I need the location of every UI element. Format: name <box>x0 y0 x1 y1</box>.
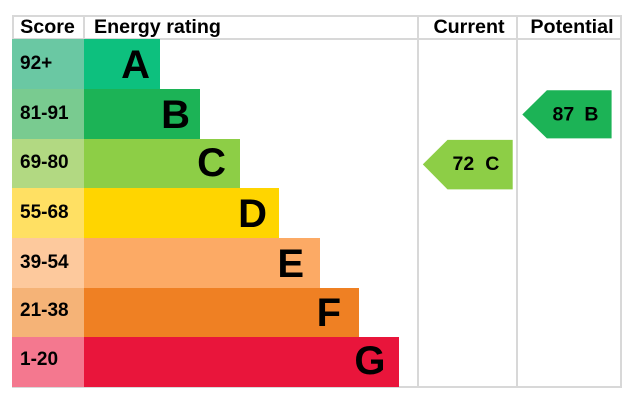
svg-text:C: C <box>485 153 499 175</box>
svg-text:B: B <box>584 103 598 125</box>
svg-text:72: 72 <box>453 153 475 175</box>
svg-text:87: 87 <box>553 103 575 125</box>
